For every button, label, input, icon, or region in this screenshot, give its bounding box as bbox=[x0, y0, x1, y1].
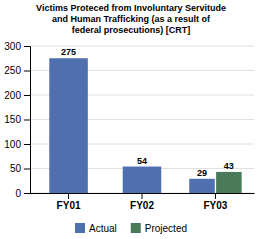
x-tick: FY03 bbox=[203, 193, 227, 211]
y-tick-mark bbox=[24, 71, 30, 72]
x-tick-mark bbox=[142, 193, 143, 199]
x-tick-mark bbox=[215, 193, 216, 199]
y-tick: 150 bbox=[4, 114, 30, 125]
x-tick-mark bbox=[68, 193, 69, 199]
bar bbox=[123, 167, 162, 193]
legend-label: Actual bbox=[89, 223, 117, 234]
legend: Actual Projected bbox=[75, 223, 187, 234]
x-tick-label: FY03 bbox=[203, 200, 227, 211]
y-tick-label: 100 bbox=[4, 139, 21, 150]
legend-item: Actual bbox=[75, 223, 117, 234]
y-tick: 100 bbox=[4, 139, 30, 150]
x-tick-label: FY02 bbox=[130, 200, 154, 211]
y-tick-mark bbox=[24, 46, 30, 47]
plot: 0 50 100 150 200 250 300 275 54 29 43 FY01 FY02 FY03 bbox=[4, 41, 254, 211]
y-tick: 50 bbox=[10, 163, 30, 174]
title-line: and Human Trafficking (as a result of bbox=[52, 14, 211, 24]
x-tick-label: FY01 bbox=[57, 200, 81, 211]
y-tick-mark bbox=[24, 120, 30, 121]
title-line: federal prosecutions) [CRT] bbox=[72, 25, 191, 35]
legend-swatch bbox=[131, 223, 141, 233]
grid bbox=[30, 46, 254, 193]
legend-item: Projected bbox=[131, 223, 187, 234]
x-tick: FY01 bbox=[57, 193, 81, 211]
bars bbox=[49, 58, 241, 193]
legend-swatch bbox=[75, 223, 85, 233]
legend-label: Projected bbox=[145, 223, 187, 234]
x-tick: FY02 bbox=[130, 193, 154, 211]
data-label: 54 bbox=[137, 156, 147, 166]
title: Victims Proteced from Involuntary Servit… bbox=[36, 3, 226, 35]
y-tick-label: 150 bbox=[4, 114, 21, 125]
y-tick-label: 250 bbox=[4, 65, 21, 76]
y-tick: 0 bbox=[15, 188, 30, 199]
bar bbox=[49, 58, 88, 193]
data-labels: 275 54 29 43 bbox=[61, 47, 234, 178]
y-tick-mark bbox=[24, 144, 30, 145]
title-line: Victims Proteced from Involuntary Servit… bbox=[36, 3, 226, 13]
y-tick: 250 bbox=[4, 65, 30, 76]
y-tick-mark bbox=[24, 95, 30, 96]
y-axis-line bbox=[24, 47, 31, 194]
bar bbox=[216, 172, 242, 193]
y-tick-label: 300 bbox=[4, 41, 21, 52]
chart: Victims Proteced from Involuntary Servit… bbox=[0, 0, 262, 239]
x-axis: FY01 FY02 FY03 bbox=[31, 193, 255, 211]
y-tick: 200 bbox=[4, 90, 30, 101]
y-tick-label: 200 bbox=[4, 90, 21, 101]
data-label: 275 bbox=[61, 47, 76, 57]
y-tick-label: 50 bbox=[10, 163, 22, 174]
bar bbox=[189, 179, 215, 193]
y-tick-mark bbox=[24, 169, 30, 170]
y-tick: 300 bbox=[4, 41, 30, 52]
y-tick-mark bbox=[24, 193, 30, 194]
y-axis: 0 50 100 150 200 250 300 bbox=[4, 41, 30, 199]
y-tick-label: 0 bbox=[15, 188, 21, 199]
data-label: 43 bbox=[224, 161, 234, 171]
data-label: 29 bbox=[197, 168, 207, 178]
